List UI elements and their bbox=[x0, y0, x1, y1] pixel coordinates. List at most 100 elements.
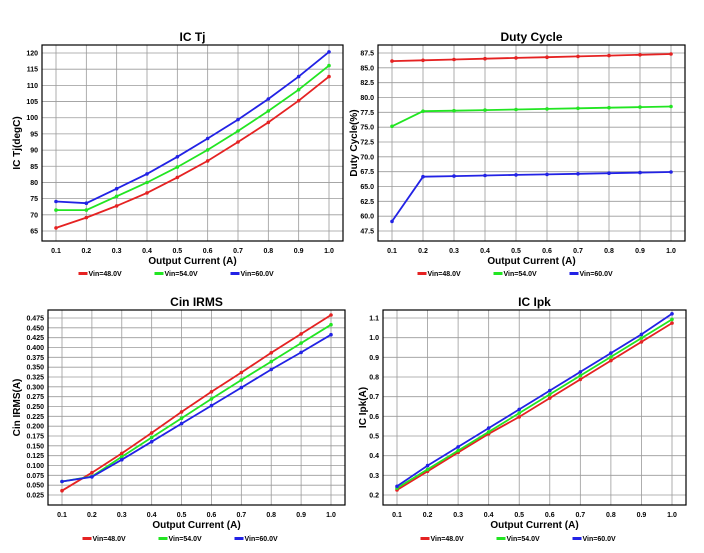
data-point bbox=[545, 55, 549, 59]
legend-label: Vin=60.0V bbox=[580, 271, 613, 278]
y-tick-label: 0.7 bbox=[369, 394, 379, 401]
data-point bbox=[456, 448, 460, 453]
y-tick-label: 72.5 bbox=[360, 140, 374, 147]
x-tick-label: 0.2 bbox=[423, 512, 433, 519]
legend-label: Vin=48.0V bbox=[428, 271, 461, 278]
data-point bbox=[669, 170, 673, 174]
data-point bbox=[149, 435, 154, 440]
y-tick-label: 0.075 bbox=[26, 473, 44, 480]
y-tick-label: 0.4 bbox=[369, 453, 379, 460]
y-tick-label: 0.8 bbox=[369, 375, 379, 382]
y-tick-label: 0.2 bbox=[369, 493, 379, 500]
data-point bbox=[638, 105, 642, 109]
data-point bbox=[514, 107, 518, 112]
data-point bbox=[209, 390, 214, 394]
plot-area bbox=[378, 45, 685, 241]
data-point bbox=[329, 322, 333, 327]
data-point bbox=[514, 56, 518, 60]
data-point bbox=[669, 104, 673, 109]
data-point bbox=[670, 321, 674, 325]
data-point bbox=[114, 186, 119, 191]
data-point bbox=[395, 484, 399, 489]
data-point bbox=[329, 313, 333, 317]
data-point bbox=[456, 445, 460, 449]
data-point bbox=[547, 388, 552, 393]
x-tick-label: 0.5 bbox=[177, 512, 187, 519]
y-tick-label: 0.425 bbox=[26, 335, 44, 342]
data-point bbox=[175, 175, 180, 180]
x-tick-label: 0.3 bbox=[453, 512, 463, 519]
data-point bbox=[578, 377, 583, 382]
data-point bbox=[296, 98, 301, 103]
data-point bbox=[517, 411, 522, 415]
y-tick-label: 0.200 bbox=[26, 424, 44, 431]
y-tick-label: 70 bbox=[30, 212, 38, 219]
x-tick-label: 0.8 bbox=[606, 512, 616, 519]
y-tick-label: 1.0 bbox=[369, 335, 379, 342]
y-tick-label: 0.125 bbox=[26, 453, 44, 460]
legend-label: Vin=48.0V bbox=[89, 271, 122, 278]
x-tick-label: 0.7 bbox=[575, 512, 585, 519]
x-tick-label: 0.7 bbox=[236, 512, 246, 519]
data-point bbox=[639, 332, 644, 337]
y-tick-label: 0.350 bbox=[26, 365, 44, 372]
data-point bbox=[517, 415, 522, 419]
data-point bbox=[452, 108, 456, 113]
data-point bbox=[175, 155, 180, 159]
x-axis-label: Output Current (A) bbox=[487, 256, 575, 267]
data-point bbox=[576, 172, 580, 176]
y-tick-label: 0.150 bbox=[26, 443, 44, 450]
legend-label: Vin=60.0V bbox=[241, 271, 274, 278]
series-line-1 bbox=[61, 314, 332, 492]
y-tick-label: 0.275 bbox=[26, 394, 44, 401]
data-point bbox=[84, 201, 89, 205]
x-tick-label: 0.8 bbox=[604, 248, 614, 255]
y-tick-label: 82.5 bbox=[360, 80, 374, 87]
data-point bbox=[670, 317, 674, 322]
legend-label: Vin=54.0V bbox=[504, 271, 537, 278]
y-tick-label: 80.0 bbox=[360, 95, 374, 102]
data-point bbox=[236, 140, 240, 144]
series-line-2 bbox=[61, 323, 332, 483]
data-point bbox=[266, 120, 271, 125]
y-tick-label: 0.450 bbox=[26, 325, 44, 332]
y-tick-label: 1.1 bbox=[369, 316, 379, 323]
x-tick-label: 0.5 bbox=[511, 248, 521, 255]
data-point bbox=[54, 226, 58, 230]
y-tick-label: 0.100 bbox=[26, 463, 44, 470]
y-tick-label: 70.0 bbox=[360, 154, 374, 161]
y-tick-label: 0.9 bbox=[369, 355, 379, 362]
data-point bbox=[145, 180, 149, 185]
legend-label: Vin=48.0V bbox=[93, 536, 126, 543]
data-point bbox=[175, 165, 180, 169]
data-point bbox=[239, 370, 244, 375]
data-point bbox=[578, 373, 583, 378]
data-point bbox=[452, 57, 456, 62]
x-tick-label: 0.9 bbox=[635, 248, 645, 255]
data-point bbox=[329, 332, 333, 337]
data-point bbox=[299, 341, 303, 345]
y-tick-label: 0.175 bbox=[26, 434, 44, 441]
data-point bbox=[639, 340, 644, 344]
plot-frame bbox=[47, 309, 346, 506]
data-point bbox=[390, 59, 394, 63]
data-point bbox=[84, 215, 89, 220]
x-tick-label: 0.6 bbox=[545, 512, 555, 519]
x-tick-label: 0.3 bbox=[449, 248, 459, 255]
y-tick-label: 47.5 bbox=[360, 229, 374, 236]
data-point bbox=[119, 455, 124, 459]
series-line-3 bbox=[391, 171, 672, 222]
data-point bbox=[239, 385, 244, 390]
y-tick-label: 0.475 bbox=[26, 316, 44, 323]
chart-title: IC Tj bbox=[180, 30, 206, 44]
data-point bbox=[609, 358, 613, 363]
data-point bbox=[114, 204, 119, 208]
data-point bbox=[425, 463, 430, 468]
data-point bbox=[205, 136, 210, 141]
data-point bbox=[483, 108, 487, 112]
series-line-3 bbox=[396, 313, 673, 488]
data-point bbox=[327, 74, 331, 79]
x-tick-label: 1.0 bbox=[666, 248, 676, 255]
y-tick-label: 100 bbox=[26, 115, 38, 122]
y-tick-label: 87.5 bbox=[360, 51, 374, 58]
